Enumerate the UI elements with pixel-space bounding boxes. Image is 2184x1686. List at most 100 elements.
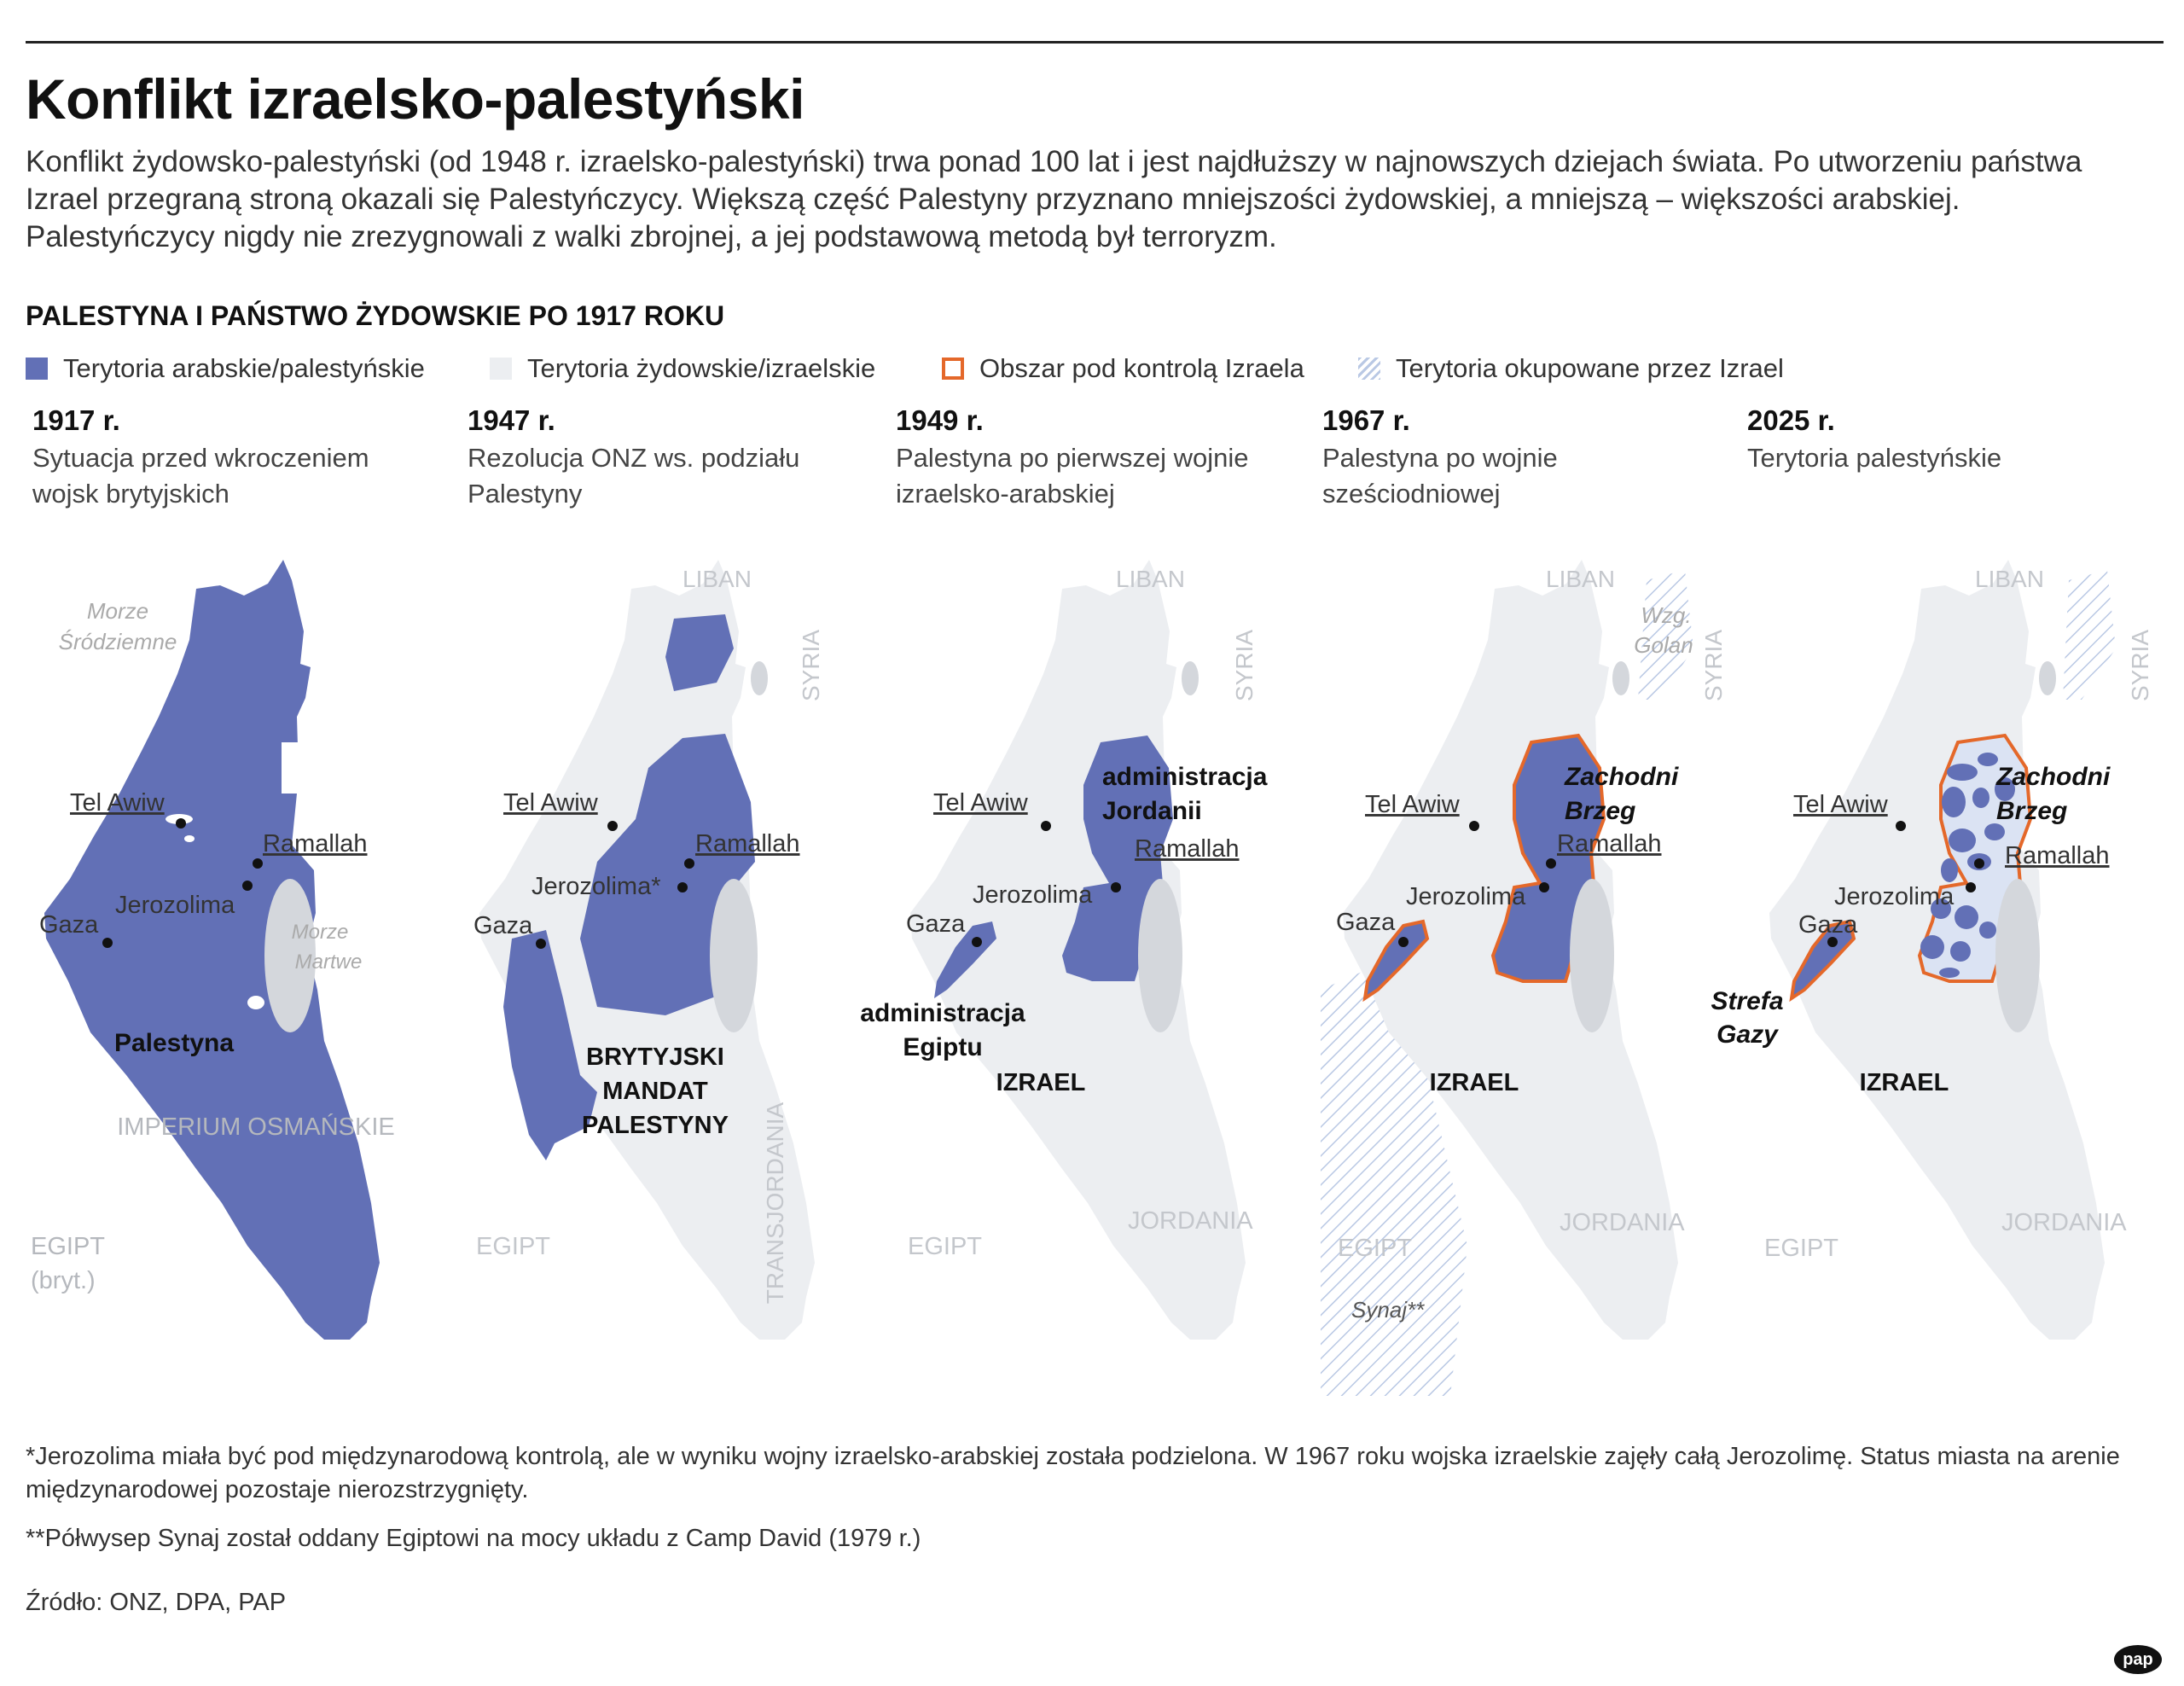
region-label: IZRAEL	[1430, 1069, 1519, 1096]
sea-label: Śródziemne	[59, 629, 177, 654]
legend-label: Obszar pod kontrolą Izraela	[979, 353, 1304, 383]
city-dot	[1539, 882, 1549, 892]
map-1947: LIBAN SYRIA Tel Awiw Ramallah Jerozolima…	[473, 560, 824, 1340]
region-label: Zachodni	[1995, 763, 2111, 791]
period-desc: Sytuacja przed wkroczeniem wojsk brytyjs…	[32, 443, 369, 509]
legend-label: Terytoria żydowskie/izraelskie	[527, 353, 876, 383]
country-label: SYRIA	[2127, 630, 2153, 701]
city-jerozolima: Jerozolima	[1406, 883, 1526, 910]
city-tel-awiw: Tel Awiw	[503, 789, 599, 817]
city-jerozolima: Jerozolima*	[531, 873, 661, 900]
city-ramallah: Ramallah	[1557, 830, 1662, 858]
city-dot	[176, 818, 186, 828]
region-label: administracja	[1102, 763, 1268, 791]
region-label: Jordanii	[1102, 797, 1202, 825]
legend-item-occupied: Terytoria okupowane przez Izrael	[1358, 352, 1784, 386]
country-label: SYRIA	[1700, 630, 1727, 701]
city-dot	[1546, 858, 1556, 869]
legend-label: Terytoria okupowane przez Izrael	[1396, 353, 1784, 383]
legend-item-israeli: Terytoria żydowskie/izraelskie	[490, 352, 875, 386]
period-desc: Palestyna po wojnie sześciodniowej	[1322, 443, 1558, 509]
map-2025: LIBAN SYRIA Zachodni Brzeg Tel Awiw Rama…	[1711, 560, 2153, 1340]
city-dot	[1966, 882, 1976, 892]
map-1949: LIBAN SYRIA administracja Jordanii Tel A…	[860, 560, 1268, 1340]
sinai-label: Synaj**	[1351, 1297, 1425, 1323]
country-label: EGIPT	[1764, 1235, 1838, 1262]
country-label: LIBAN	[682, 566, 752, 592]
pap-logo: pap	[2114, 1645, 2162, 1674]
region-label: Brzeg	[1565, 797, 1635, 825]
city-jerozolima: Jerozolima	[973, 881, 1093, 909]
region-label: MANDAT	[602, 1078, 708, 1105]
enclaves	[1920, 753, 2015, 978]
city-ramallah: Ramallah	[1135, 835, 1240, 863]
period-year: 1917 r.	[32, 404, 120, 436]
sea-label: Morze	[292, 921, 349, 944]
country-label: TRANSJORDANIA	[762, 1102, 788, 1304]
period-year: 1967 r.	[1322, 404, 1410, 436]
city-ramallah: Ramallah	[263, 830, 368, 858]
country-label: EGIPT	[476, 1233, 550, 1260]
sea-label: Martwe	[295, 951, 363, 974]
golan-hatch	[1638, 570, 1693, 700]
period-year: 2025 r.	[1747, 404, 1835, 436]
country-label: SYRIA	[1231, 630, 1258, 701]
city-tel-awiw: Tel Awiw	[70, 789, 166, 817]
source-note: Źródło: ONZ, DPA, PAP	[26, 1589, 287, 1616]
page-title: Konflikt izraelsko-palestyński	[26, 67, 804, 131]
period-desc: Rezolucja ONZ ws. podziału Palestyny	[468, 443, 800, 509]
country-label: EGIPT	[1338, 1235, 1412, 1262]
region-label: IZRAEL	[1860, 1069, 1949, 1096]
map-1967: LIBAN Wzg. Golan SYRIA Zachodni Brzeg Te…	[1321, 560, 1727, 1396]
region-label: IMPERIUM OSMAŃSKIE	[117, 1113, 395, 1141]
city-dot	[1974, 858, 1984, 869]
golan-label: Wzg.	[1641, 602, 1691, 628]
city-tel-awiw: Tel Awiw	[1793, 791, 1889, 818]
israeli-swatch	[490, 358, 512, 380]
country-label: (bryt.)	[31, 1267, 96, 1294]
city-gaza: Gaza	[473, 912, 533, 939]
city-jerozolima: Jerozolima	[115, 892, 235, 919]
country-label: LIBAN	[1116, 566, 1185, 592]
city-dot	[972, 937, 982, 947]
footnote: **Półwysep Synaj został oddany Egiptowi …	[26, 1525, 921, 1552]
golan-hatch	[2063, 570, 2116, 700]
region-label: IZRAEL	[996, 1069, 1086, 1096]
occupied-swatch	[1358, 358, 1380, 380]
region-label: Gazy	[1716, 1020, 1779, 1049]
city-gaza: Gaza	[906, 910, 966, 938]
country-label: SYRIA	[798, 630, 824, 701]
palestinian-swatch	[26, 358, 48, 380]
sinai-hatch	[1321, 956, 1467, 1396]
city-tel-awiw: Tel Awiw	[933, 789, 1029, 817]
period-desc: Palestyna po pierwszej wojnie izraelsko-…	[896, 443, 1249, 509]
legend-label: Terytoria arabskie/palestyńskie	[63, 353, 425, 383]
country-label: LIBAN	[1975, 566, 2044, 592]
sea-label: Morze	[87, 598, 148, 624]
intro-text: Konflikt żydowsko-palestyński (od 1948 r…	[26, 145, 2082, 253]
city-dot	[536, 939, 546, 949]
control-swatch	[942, 358, 964, 380]
top-rule	[26, 41, 2164, 44]
region-label: Zachodni	[1564, 763, 1679, 791]
footnote: *Jerozolima miała być pod międzynarodową…	[26, 1443, 2120, 1503]
region-label: administracja	[860, 999, 1025, 1027]
country-label: LIBAN	[1546, 566, 1615, 592]
city-gaza: Gaza	[1336, 909, 1396, 936]
legend-item-palestinian: Terytoria arabskie/palestyńskie	[26, 352, 425, 386]
period-desc: Terytoria palestyńskie	[1747, 443, 2002, 473]
city-dot	[253, 858, 263, 869]
region-label: Egiptu	[903, 1033, 982, 1061]
city-dot	[1398, 937, 1409, 947]
city-dot	[1041, 821, 1051, 831]
city-dot	[684, 858, 694, 869]
city-dot	[677, 882, 688, 892]
region-label: Palestyna	[114, 1029, 234, 1057]
city-tel-awiw: Tel Awiw	[1365, 791, 1461, 818]
city-dot	[607, 821, 618, 831]
country-label: JORDANIA	[1560, 1209, 1685, 1236]
city-dot	[102, 938, 113, 948]
city-gaza: Gaza	[1798, 911, 1858, 939]
city-ramallah: Ramallah	[2005, 842, 2110, 869]
country-label: JORDANIA	[1128, 1207, 1253, 1235]
